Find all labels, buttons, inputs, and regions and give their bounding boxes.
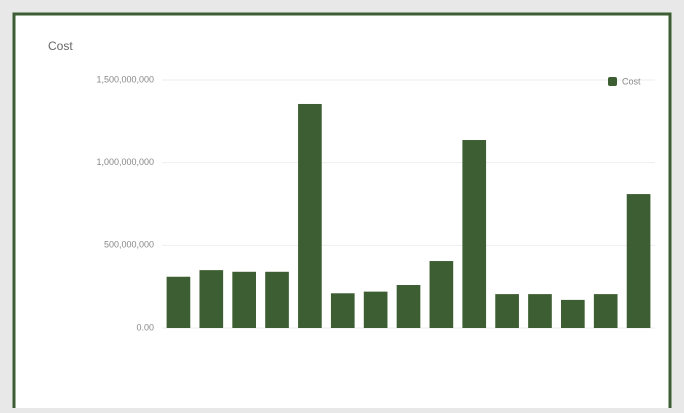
bar (199, 270, 224, 328)
bar (528, 294, 552, 328)
y-tick-label: 1,500,000,000 (96, 74, 154, 84)
legend-swatch (608, 77, 617, 86)
legend-label: Cost (622, 76, 641, 86)
y-tick-label: 1,000,000,000 (96, 157, 154, 167)
bar (330, 293, 355, 328)
bar (462, 140, 487, 328)
bar (166, 276, 191, 328)
bar (363, 291, 388, 328)
bar (232, 271, 256, 328)
bar (626, 194, 651, 328)
bar (495, 294, 519, 328)
bar (561, 299, 585, 328)
card (12, 12, 672, 413)
chart-title: Cost (48, 39, 73, 53)
bar (396, 285, 421, 328)
bar (429, 261, 454, 328)
bar (298, 103, 322, 329)
bar (265, 271, 289, 328)
y-tick-label: 0.00 (136, 322, 154, 332)
bar (593, 294, 618, 328)
y-tick-label: 500,000,000 (104, 240, 154, 250)
